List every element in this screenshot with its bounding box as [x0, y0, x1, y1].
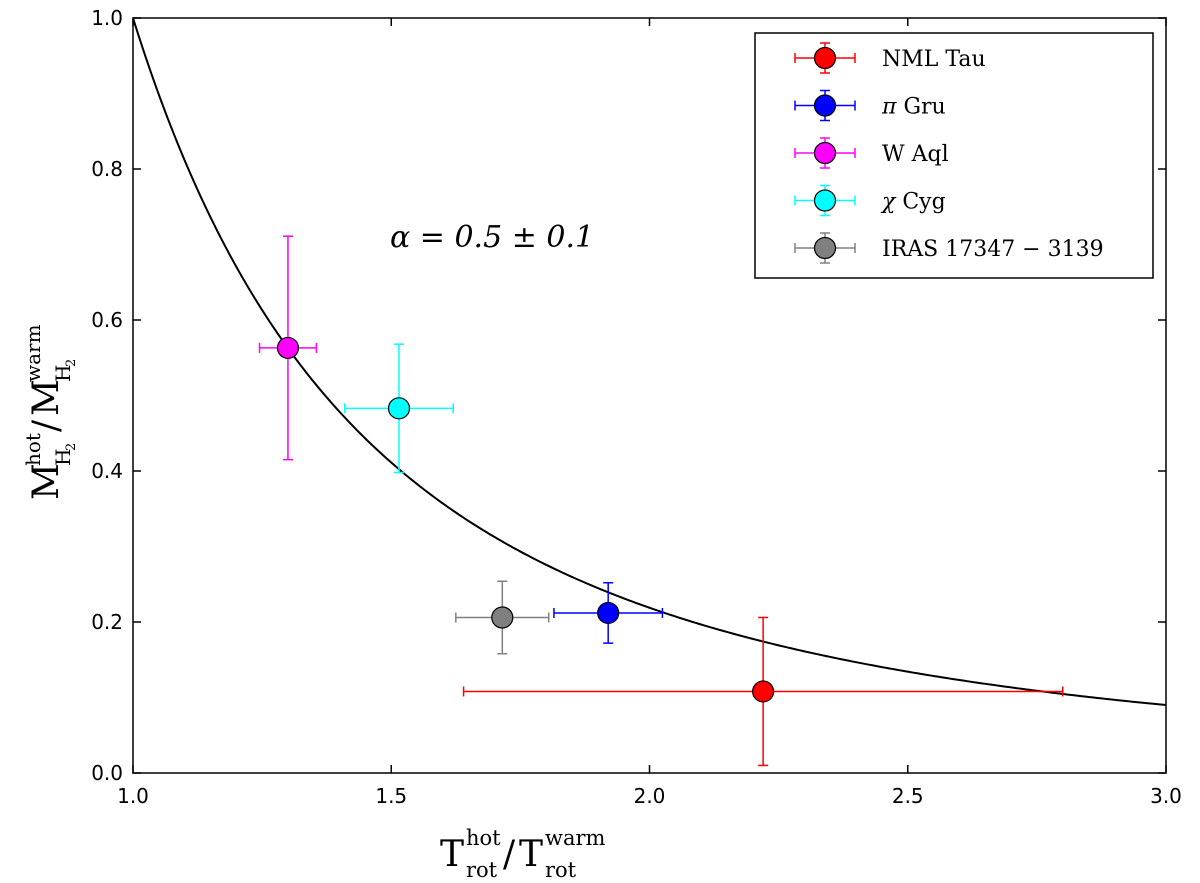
y-tick-label: 1.0 [91, 6, 123, 30]
y-label-base: M [26, 463, 67, 500]
y-label-den-sub: H [51, 365, 75, 382]
x-label-num-sub: rot [466, 858, 498, 882]
axis-ticks [132, 17, 1167, 774]
y-label-num-sup: hot [21, 433, 45, 466]
y-label-num-sub: H [51, 449, 75, 466]
data-marker [597, 601, 620, 625]
data-point [553, 581, 664, 644]
y-label-den-sup: warm [21, 324, 45, 382]
alpha-annotation: α = 0.5 ± 0.1 [390, 220, 594, 255]
y-tick-labels: 0.0 0.2 0.4 0.6 0.8 1.0 [91, 6, 123, 785]
legend-label: χ Cyg [880, 190, 946, 215]
y-tick-label: 0.2 [91, 610, 123, 634]
legend-entry: W Aql [794, 137, 949, 169]
data-point [258, 235, 318, 461]
legend-marker [813, 141, 837, 165]
legend-label: IRAS 17347 − 3139 [882, 237, 1104, 262]
x-tick-label: 2.5 [892, 784, 924, 808]
y-tick-label: 0.0 [91, 761, 123, 785]
legend-label: W Aql [882, 142, 949, 167]
data-marker [491, 606, 514, 629]
y-label-den-subsub: 2 [64, 359, 79, 367]
data-marker [752, 680, 775, 703]
legend-entry: χ Cyg [794, 184, 946, 217]
legend-label: NML Tau [882, 47, 986, 72]
x-tick-label: 2.0 [634, 784, 666, 808]
legend-entry: NML Tau [794, 42, 986, 74]
legend-marker [813, 189, 837, 212]
x-label-den-base: T [519, 834, 543, 875]
data-point [344, 343, 454, 474]
x-tick-label: 3.0 [1150, 784, 1182, 808]
legend-marker [813, 46, 837, 70]
y-label-num-subsub: 2 [64, 443, 79, 451]
x-tick-labels: 1.0 1.5 2.0 2.5 3.0 [117, 784, 1182, 808]
legend: NML Tau π Gru W Aql χ Cyg IRAS 17347 − 3139 [754, 32, 1154, 279]
data-points [258, 235, 1064, 767]
x-label-base: T [440, 834, 464, 875]
legend-marker [813, 94, 837, 117]
data-marker [276, 336, 300, 360]
y-label-den-base: M [26, 379, 67, 416]
legend-label: π Gru [881, 95, 946, 120]
x-label-den-sub: rot [545, 858, 577, 882]
data-point [462, 616, 1064, 767]
y-tick-label: 0.8 [91, 157, 123, 181]
x-label-den-sup: warm [545, 826, 606, 850]
model-curve [133, 18, 1166, 707]
x-tick-label: 1.5 [375, 784, 407, 808]
data-point [455, 580, 550, 655]
legend-entry: π Gru [794, 89, 946, 122]
x-axis-label: T hot rot / T warm rot [440, 826, 606, 882]
legend-entry: IRAS 17347 − 3139 [794, 232, 1104, 264]
x-tick-label: 1.0 [117, 784, 149, 808]
y-label-sep: / [26, 419, 67, 432]
y-tick-label: 0.4 [91, 459, 123, 483]
legend-marker [813, 236, 837, 260]
y-tick-label: 0.6 [91, 308, 123, 332]
y-axis-label: M hot H 2 / M warm H 2 [21, 324, 79, 500]
x-label-sep: / [503, 834, 516, 875]
x-label-num-sup: hot [466, 826, 501, 850]
data-marker [387, 397, 411, 420]
